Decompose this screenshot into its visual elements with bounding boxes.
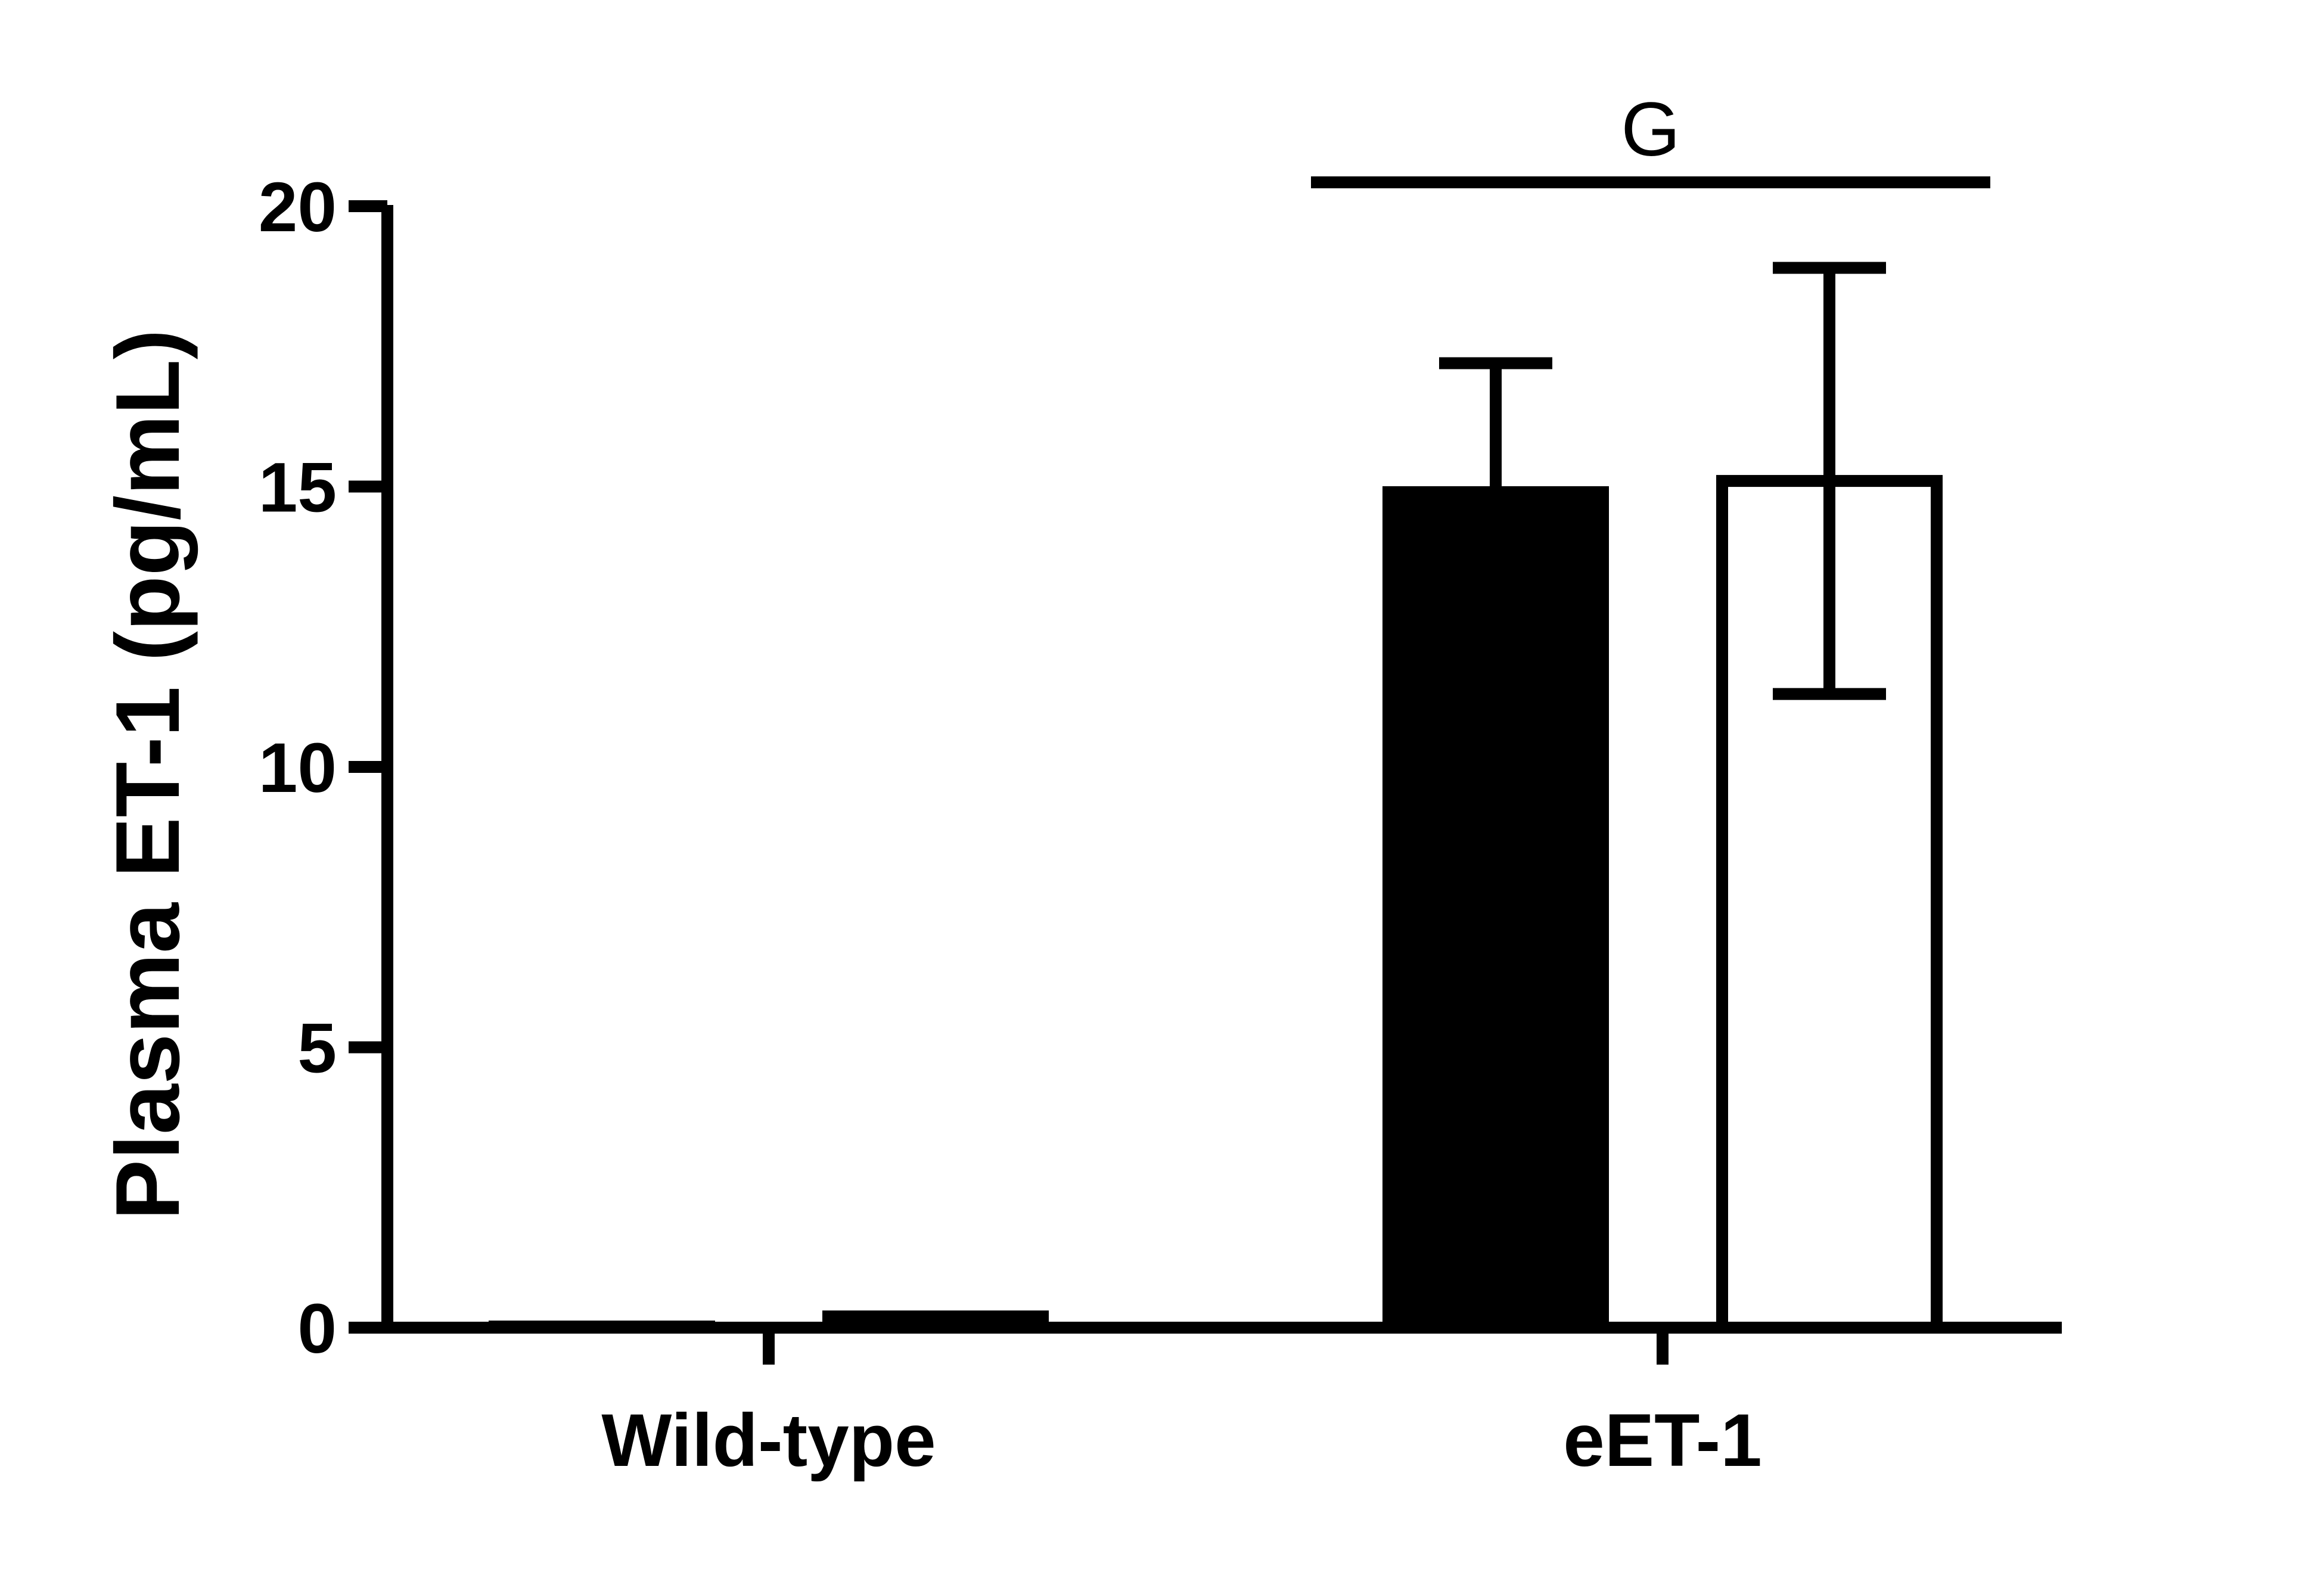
y-tick-label-15: 15: [259, 449, 337, 527]
error-bars-layer: [1439, 262, 1886, 700]
y-tick-label-5: 5: [297, 1009, 337, 1088]
x-ticks-layer: Wild-type eET-1: [601, 1328, 1762, 1482]
y-tick-label-10: 10: [259, 729, 337, 807]
x-tick-label-wild-type: Wild-type: [601, 1399, 936, 1482]
x-tick-label-eet-1: eET-1: [1563, 1399, 1762, 1482]
bar-1-eet-1: [1382, 486, 1609, 1334]
y-tick-label-0: 0: [297, 1290, 337, 1368]
y-ticks-layer: 0 5 10 15 20: [259, 168, 387, 1368]
y-tick-label-20: 20: [259, 168, 337, 247]
bars-layer: [489, 475, 1943, 1334]
significance-label: G: [1621, 87, 1680, 172]
annotations-layer: G: [1311, 87, 1990, 188]
y-axis-label: Plasma ET-1 (pg/mL): [97, 330, 198, 1220]
